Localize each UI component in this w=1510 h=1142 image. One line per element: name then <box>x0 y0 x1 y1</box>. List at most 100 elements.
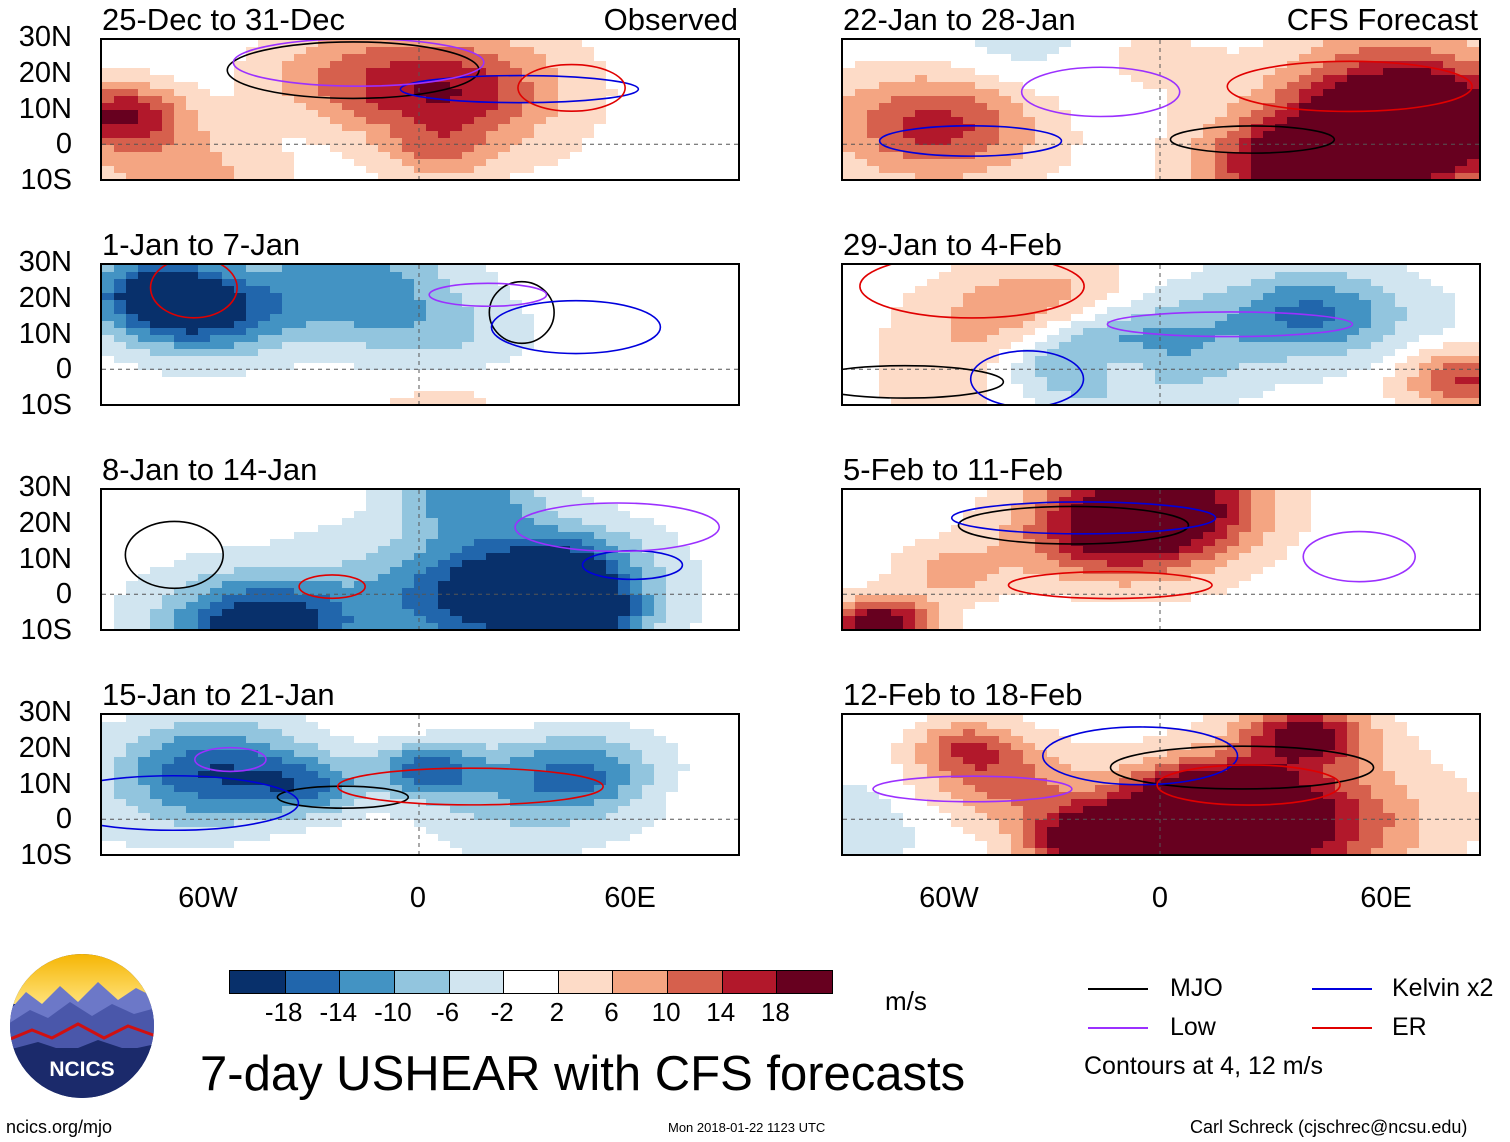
lon-label-60w: 60W <box>178 882 238 914</box>
latitude-label: 30N <box>18 471 72 503</box>
panel-period-title: 15-Jan to 21-Jan <box>102 677 335 712</box>
colorbar-tick-label: -18 <box>264 997 303 1027</box>
latitude-label: 10S <box>20 164 72 196</box>
wave-contour <box>1169 125 1336 154</box>
legend-label-er: ER <box>1392 1013 1427 1041</box>
latitude-label: 0 <box>55 128 72 161</box>
colorbar-tick-label: -2 <box>490 997 514 1027</box>
wave-contour <box>1226 60 1473 113</box>
shear-field <box>843 715 1479 854</box>
colorbar-tick-label: -14 <box>319 997 358 1027</box>
wave-contour <box>517 63 626 113</box>
colorbar-cell <box>284 971 340 993</box>
latitude-label: 10S <box>20 839 72 871</box>
latitude-label: 30N <box>18 696 72 728</box>
colorbar-tick-label: 14 <box>706 997 736 1027</box>
colorbar-tick-label: 2 <box>549 997 565 1027</box>
wave-contour <box>872 775 1073 803</box>
shear-field <box>102 715 738 854</box>
legend-swatch-er <box>1312 1027 1372 1029</box>
colorbar-tick-label: -6 <box>435 997 460 1027</box>
colorbar-unit: m/s <box>885 986 927 1016</box>
latitude-label: 0 <box>55 578 72 611</box>
wave-contour <box>1109 745 1375 790</box>
legend-label-low: Low <box>1170 1013 1216 1041</box>
wave-contour <box>488 280 555 345</box>
wave-contour <box>102 774 300 832</box>
shear-map <box>841 38 1481 181</box>
wave-contour <box>336 767 604 806</box>
latitude-label: 10N <box>18 92 72 125</box>
colorbar-tick-label: 18 <box>760 997 790 1027</box>
wave-contour <box>1007 570 1213 600</box>
lon-label-0: 0 <box>409 882 427 914</box>
wave-contour <box>950 501 1217 535</box>
wave-contour <box>859 265 1085 319</box>
footer-author: Carl Schreck (cjschrec@ncsu.edu) <box>1190 1117 1468 1137</box>
colorbar-cell <box>557 971 614 993</box>
observed-column-title: Observed <box>603 2 738 37</box>
wave-contour <box>428 282 548 308</box>
footer-timestamp: Mon 2018-01-22 1123 UTC <box>668 1120 826 1135</box>
shear-map <box>841 488 1481 631</box>
panel-period-title: 29-Jan to 4-Feb <box>843 227 1062 262</box>
wave-contour <box>1106 311 1354 338</box>
lon-label-60e: 60E <box>604 882 656 914</box>
colorbar-tick-label: 10 <box>651 997 681 1027</box>
latitude-label: 20N <box>18 56 72 89</box>
wave-contour <box>226 41 480 100</box>
shear-field <box>102 490 738 629</box>
colorbar-cell <box>339 971 395 993</box>
colorbar-cell <box>721 971 777 993</box>
latitude-label: 20N <box>18 731 72 764</box>
figure-title: 7-day USHEAR with CFS forecasts <box>200 1047 966 1101</box>
shear-map <box>100 38 740 181</box>
ncics-logo: NCICS <box>8 952 156 1100</box>
wave-contour <box>149 265 238 319</box>
shear-map <box>841 713 1481 856</box>
logo-text: NCICS <box>49 1058 114 1081</box>
shear-field <box>102 40 738 179</box>
shear-field <box>102 265 738 404</box>
panel-period-title: 22-Jan to 28-Jan <box>843 2 1076 37</box>
legend-label-kelvin: Kelvin x2 <box>1392 974 1494 1002</box>
legend-label-mjo: MJO <box>1170 974 1223 1002</box>
colorbar-tick-label: 6 <box>604 997 619 1027</box>
latitude-label: 10N <box>18 317 72 350</box>
wave-contour <box>194 746 267 773</box>
colorbar-cell <box>503 971 559 993</box>
wave-contour <box>843 364 1005 399</box>
shear-field <box>843 490 1479 629</box>
panel-period-title: 12-Feb to 18-Feb <box>843 677 1083 712</box>
colorbar-cell <box>393 971 450 993</box>
lon-label-60w: 60W <box>919 882 979 914</box>
latitude-label: 0 <box>55 803 72 836</box>
shear-map <box>841 263 1481 406</box>
wave-contour <box>490 299 662 355</box>
panel-period-title: 1-Jan to 7-Jan <box>102 227 301 262</box>
latitude-label: 10S <box>20 389 72 421</box>
wave-contour <box>1020 66 1181 118</box>
legend-swatch-kelvin <box>1312 988 1372 990</box>
lon-label-0: 0 <box>1151 882 1169 914</box>
panel-period-title: 8-Jan to 14-Jan <box>102 452 318 487</box>
shear-field <box>843 40 1479 179</box>
footer-website[interactable]: ncics.org/mjo <box>6 1117 113 1137</box>
legend-swatch-mjo <box>1088 988 1148 990</box>
wave-contour <box>298 574 366 600</box>
latitude-label: 0 <box>55 353 72 386</box>
wave-contour <box>969 350 1085 404</box>
latitude-label: 20N <box>18 506 72 539</box>
wave-contour <box>514 502 721 553</box>
shear-map <box>100 488 740 631</box>
latitude-label: 30N <box>18 21 72 53</box>
colorbar-cell <box>612 971 668 993</box>
shear-map <box>100 263 740 406</box>
forecast-column-title: CFS Forecast <box>1286 2 1478 37</box>
colorbar-cell <box>667 971 723 993</box>
panel-period-title: 25-Dec to 31-Dec <box>102 2 345 37</box>
wave-contour <box>124 520 224 590</box>
legend-contour-note: Contours at 4, 12 m/s <box>1084 1052 1324 1080</box>
latitude-label: 10N <box>18 767 72 800</box>
colorbar <box>229 970 833 994</box>
